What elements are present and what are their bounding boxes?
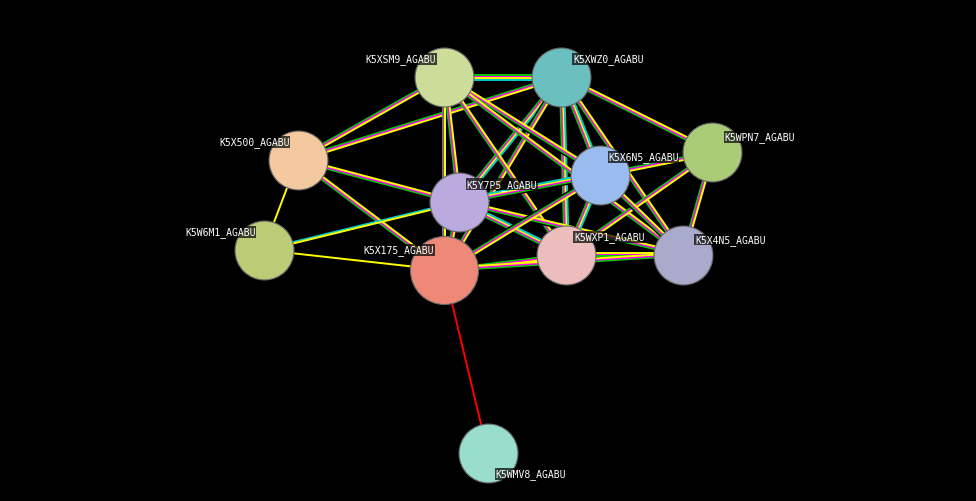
Text: K5XSM9_AGABU: K5XSM9_AGABU xyxy=(366,54,436,65)
Point xyxy=(436,267,452,275)
Text: K5X4N5_AGABU: K5X4N5_AGABU xyxy=(695,234,765,245)
Point xyxy=(675,252,691,260)
Text: K5WXP1_AGABU: K5WXP1_AGABU xyxy=(574,232,644,243)
Point xyxy=(705,149,720,157)
Text: K5X6N5_AGABU: K5X6N5_AGABU xyxy=(608,152,678,163)
Point xyxy=(558,252,574,260)
Point xyxy=(436,74,452,82)
Text: K5WPN7_AGABU: K5WPN7_AGABU xyxy=(724,132,794,143)
Point xyxy=(290,156,305,164)
Text: K5W6M1_AGABU: K5W6M1_AGABU xyxy=(185,227,256,238)
Text: K5X500_AGABU: K5X500_AGABU xyxy=(220,137,290,148)
Text: K5XWZ0_AGABU: K5XWZ0_AGABU xyxy=(573,54,643,65)
Text: K5X175_AGABU: K5X175_AGABU xyxy=(364,244,434,256)
Text: K5WMV8_AGABU: K5WMV8_AGABU xyxy=(496,468,566,479)
Point xyxy=(451,199,467,207)
Point xyxy=(480,449,496,457)
Point xyxy=(256,246,271,255)
Text: K5Y7P5_AGABU: K5Y7P5_AGABU xyxy=(467,179,537,190)
Point xyxy=(592,171,608,179)
Point xyxy=(553,74,569,82)
